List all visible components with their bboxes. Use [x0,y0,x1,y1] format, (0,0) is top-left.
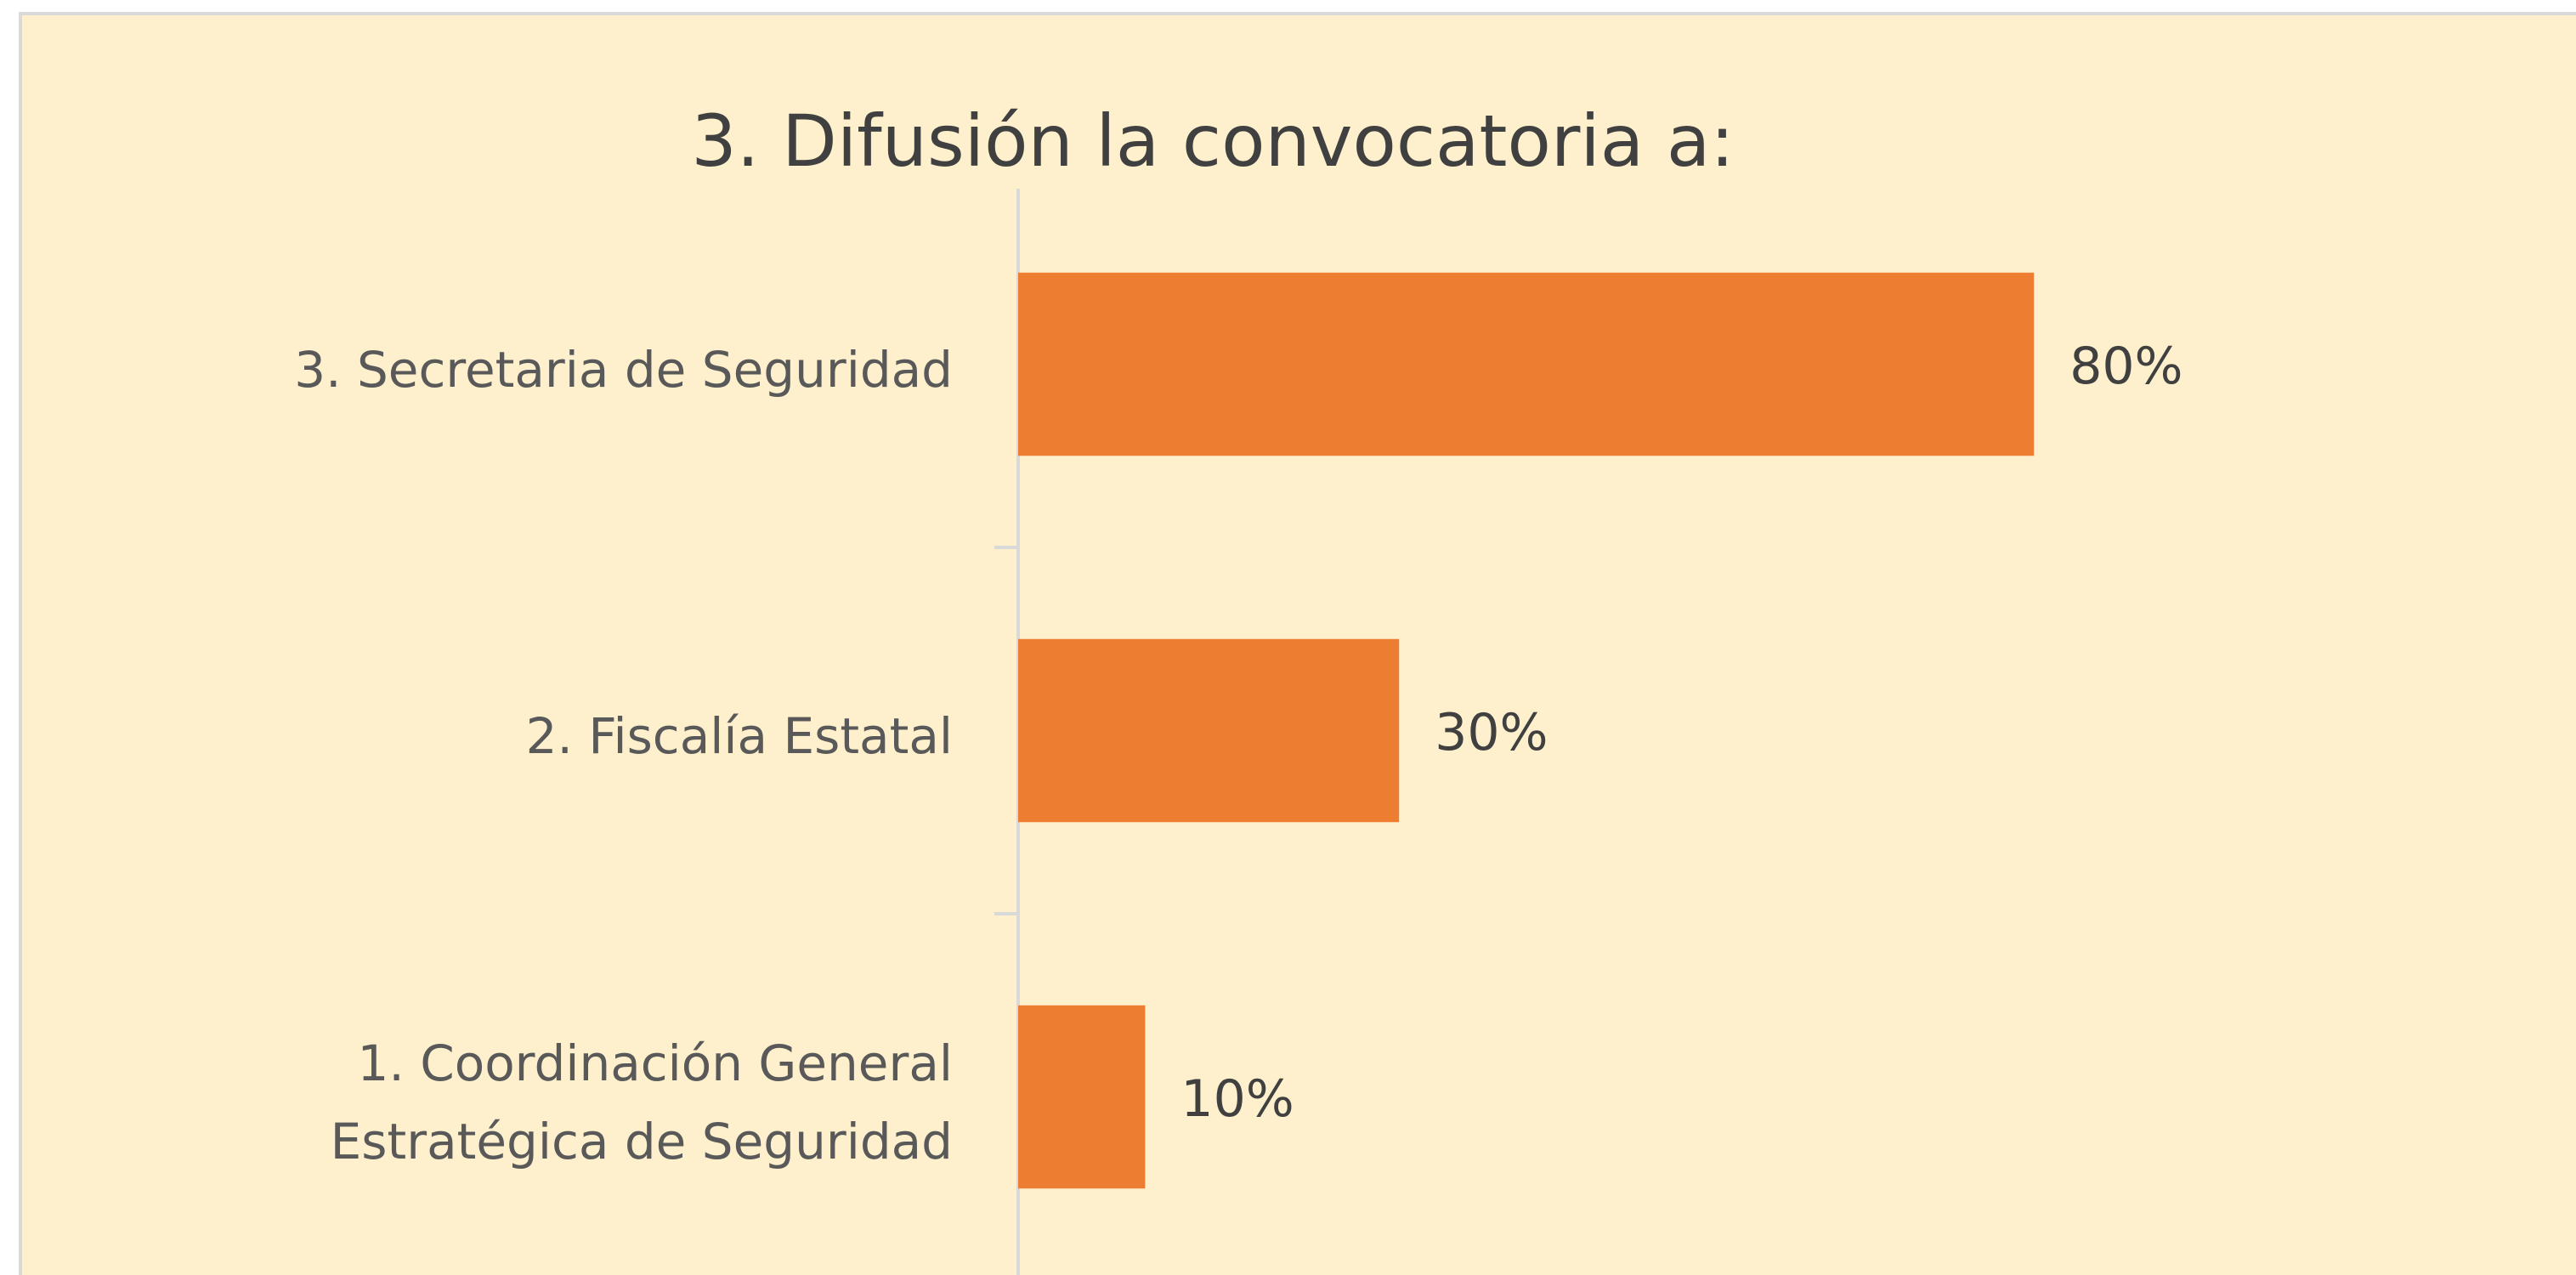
category-label: 2. Fiscalía Estatal [525,706,953,765]
category-label: 1. Coordinación General Estratégica de S… [330,1034,953,1170]
category-label: 3. Secretaria de Seguridad [294,340,953,399]
value-label: 80% [2069,337,2183,396]
value-label: 10% [1180,1069,1294,1129]
bar [1018,1005,1146,1189]
chart-title: 3. Difusión la convocatoria a: [691,99,1734,183]
value-label: 30% [1435,703,1548,762]
bar [1018,638,1400,823]
bar [1018,272,2035,456]
